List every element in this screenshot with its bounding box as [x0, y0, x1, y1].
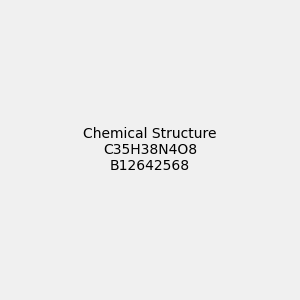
Text: Chemical Structure
C35H38N4O8
B12642568: Chemical Structure C35H38N4O8 B12642568 — [83, 127, 217, 173]
